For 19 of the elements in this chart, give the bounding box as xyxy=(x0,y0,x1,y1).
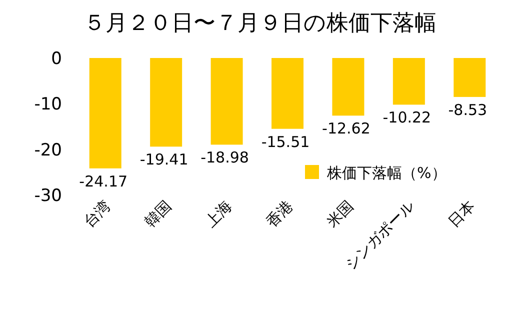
x-tick-label: 日本 xyxy=(444,197,478,232)
legend-label: 株価下落幅（%） xyxy=(326,164,446,182)
data-label: -15.51 xyxy=(261,132,310,151)
x-tick-label: 台湾 xyxy=(80,197,114,232)
data-label: -10.22 xyxy=(382,108,432,127)
x-tick-label: 韓国 xyxy=(140,197,175,232)
data-label: -19.41 xyxy=(140,150,188,169)
data-label: -12.62 xyxy=(322,120,370,138)
x-tick-label: 香港 xyxy=(262,197,296,232)
data-label: -18.98 xyxy=(200,148,249,167)
x-tick-label: 米国 xyxy=(323,197,358,232)
y-tick-label: 0 xyxy=(51,49,62,69)
y-tick-label: -10 xyxy=(34,94,62,115)
chart-title: ５月２０日〜７月９日の株価下落幅 xyxy=(84,11,436,36)
x-tick-label: 上海 xyxy=(202,197,236,232)
data-label: -24.17 xyxy=(79,172,128,190)
data-label: -8.53 xyxy=(448,100,488,119)
y-tick-label: -20 xyxy=(34,140,62,160)
y-tick-label: -30 xyxy=(34,186,62,206)
